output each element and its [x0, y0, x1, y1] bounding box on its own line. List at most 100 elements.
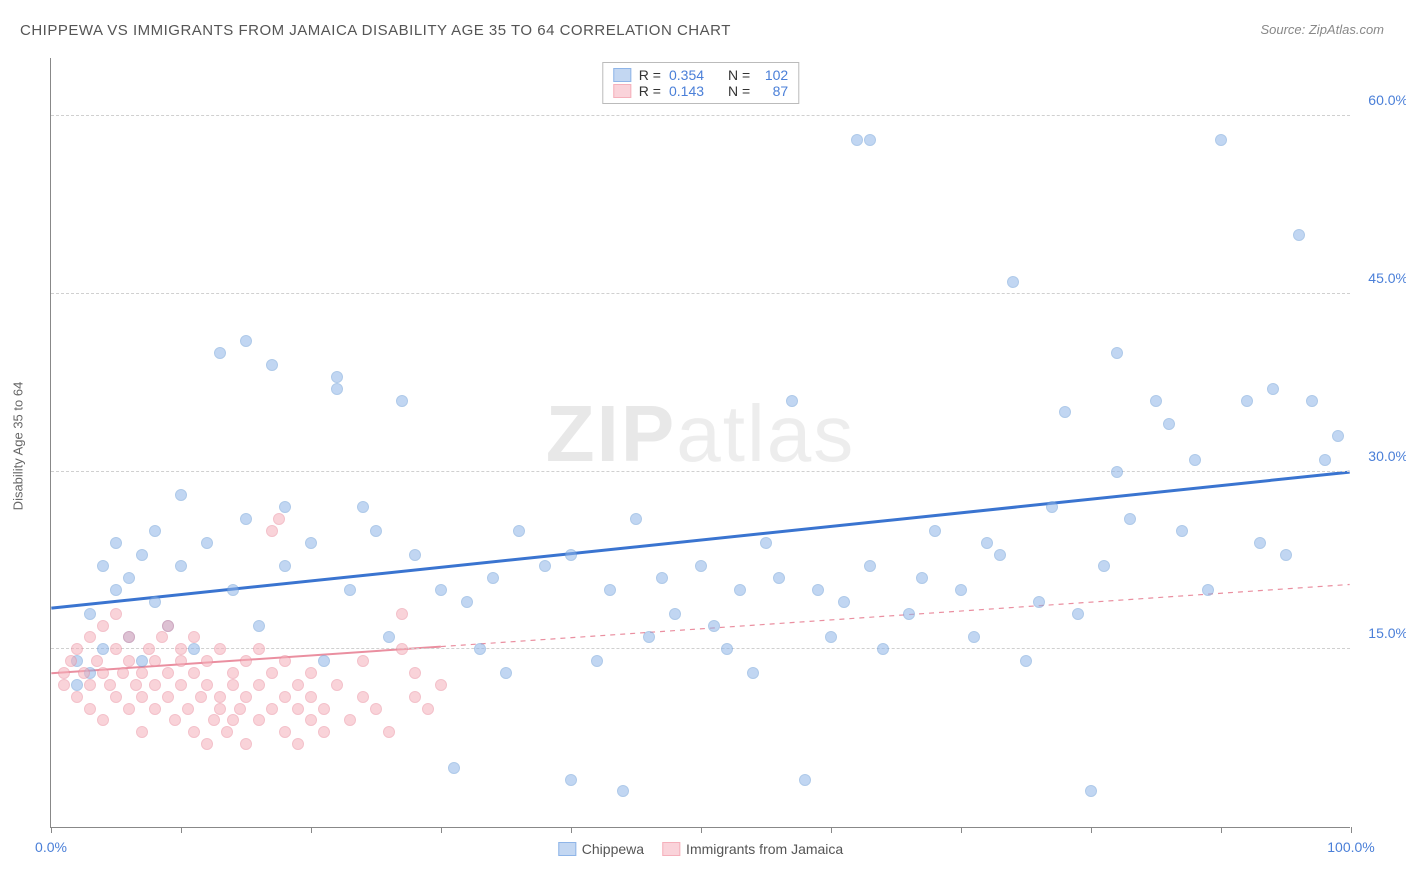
data-point	[370, 703, 382, 715]
data-point	[448, 762, 460, 774]
data-point	[221, 726, 233, 738]
data-point	[1189, 454, 1201, 466]
data-point	[65, 655, 77, 667]
data-point	[1241, 395, 1253, 407]
legend-swatch	[613, 84, 631, 98]
data-point	[565, 549, 577, 561]
data-point	[760, 537, 772, 549]
data-point	[201, 655, 213, 667]
data-point	[149, 679, 161, 691]
y-axis-label: Disability Age 35 to 64	[11, 382, 26, 511]
stat-n-value: 102	[758, 67, 788, 83]
x-tick	[181, 827, 182, 833]
data-point	[71, 679, 83, 691]
data-point	[175, 679, 187, 691]
data-point	[916, 572, 928, 584]
data-point	[58, 679, 70, 691]
data-point	[240, 513, 252, 525]
data-point	[253, 643, 265, 655]
data-point	[305, 537, 317, 549]
data-point	[1215, 134, 1227, 146]
data-point	[97, 620, 109, 632]
data-point	[786, 395, 798, 407]
data-point	[84, 703, 96, 715]
data-point	[799, 774, 811, 786]
x-tick	[701, 827, 702, 833]
x-tick	[441, 827, 442, 833]
data-point	[1111, 347, 1123, 359]
data-point	[1007, 276, 1019, 288]
y-tick-label: 15.0%	[1358, 625, 1406, 641]
data-point	[357, 655, 369, 667]
y-tick-label: 30.0%	[1358, 448, 1406, 464]
data-point	[143, 643, 155, 655]
data-point	[318, 655, 330, 667]
data-point	[78, 667, 90, 679]
data-point	[669, 608, 681, 620]
x-tick-label: 100.0%	[1327, 839, 1374, 855]
data-point	[234, 703, 246, 715]
data-point	[182, 703, 194, 715]
data-point	[175, 560, 187, 572]
data-point	[162, 667, 174, 679]
data-point	[208, 714, 220, 726]
data-point	[396, 643, 408, 655]
legend-label: Chippewa	[582, 841, 644, 857]
data-point	[305, 714, 317, 726]
data-point	[136, 667, 148, 679]
data-point	[201, 738, 213, 750]
data-point	[240, 335, 252, 347]
gridline	[51, 471, 1350, 472]
legend-item: Chippewa	[558, 841, 644, 857]
data-point	[149, 655, 161, 667]
data-point	[110, 584, 122, 596]
gridline	[51, 648, 1350, 649]
data-point	[175, 489, 187, 501]
data-point	[240, 691, 252, 703]
data-point	[539, 560, 551, 572]
data-point	[305, 667, 317, 679]
data-point	[1280, 549, 1292, 561]
gridline	[51, 115, 1350, 116]
data-point	[500, 667, 512, 679]
data-point	[279, 726, 291, 738]
data-point	[1306, 395, 1318, 407]
data-point	[409, 667, 421, 679]
stats-row: R =0.143N =87	[613, 83, 788, 99]
data-point	[169, 714, 181, 726]
data-point	[981, 537, 993, 549]
data-point	[643, 631, 655, 643]
data-point	[734, 584, 746, 596]
data-point	[955, 584, 967, 596]
data-point	[630, 513, 642, 525]
data-point	[1124, 513, 1136, 525]
data-point	[1111, 466, 1123, 478]
data-point	[91, 655, 103, 667]
data-point	[71, 691, 83, 703]
legend-swatch	[558, 842, 576, 856]
data-point	[292, 738, 304, 750]
data-point	[123, 655, 135, 667]
data-point	[994, 549, 1006, 561]
data-point	[591, 655, 603, 667]
source-attribution: Source: ZipAtlas.com	[1260, 22, 1384, 37]
data-point	[604, 584, 616, 596]
plot-area: ZIPatlas R =0.354N =102R =0.143N =87 Chi…	[50, 58, 1350, 828]
data-point	[1176, 525, 1188, 537]
x-tick	[961, 827, 962, 833]
data-point	[617, 785, 629, 797]
legend-swatch	[613, 68, 631, 82]
x-tick	[1091, 827, 1092, 833]
data-point	[136, 655, 148, 667]
data-point	[747, 667, 759, 679]
data-point	[357, 501, 369, 513]
data-point	[279, 655, 291, 667]
data-point	[227, 584, 239, 596]
data-point	[162, 691, 174, 703]
data-point	[383, 631, 395, 643]
data-point	[136, 726, 148, 738]
data-point	[903, 608, 915, 620]
data-point	[97, 714, 109, 726]
y-tick-label: 45.0%	[1358, 270, 1406, 286]
x-tick-label: 0.0%	[35, 839, 67, 855]
